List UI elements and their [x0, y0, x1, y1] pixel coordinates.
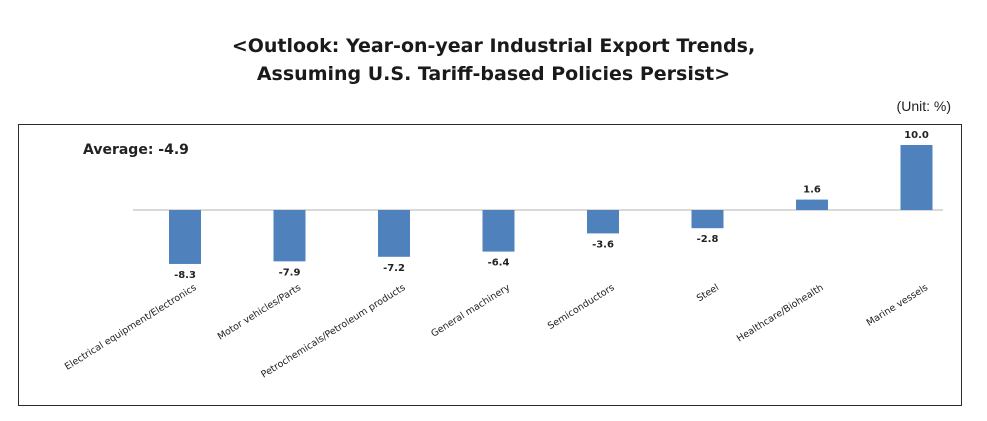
data-label: 10.0: [904, 130, 929, 141]
chart-frame: [18, 124, 962, 406]
data-label: -3.6: [592, 239, 614, 250]
bar: [273, 210, 306, 262]
bar: [691, 210, 724, 229]
bar: [587, 210, 619, 234]
category-label: Steel: [695, 282, 721, 304]
chart-title-line-1: <Outlook: Year-on-year Industrial Export…: [231, 35, 756, 57]
data-label: -6.4: [488, 258, 510, 269]
bar: [482, 210, 515, 252]
bar: [378, 210, 410, 257]
bar: [169, 210, 201, 264]
category-label: Marine vessels: [865, 282, 930, 329]
data-label: -8.3: [174, 270, 196, 281]
category-label: General machinery: [429, 282, 512, 340]
category-label: Motor vehicles/Parts: [216, 282, 303, 342]
data-label: -7.2: [383, 263, 405, 274]
chart-title-line-2: Assuming U.S. Tariff-based Policies Pers…: [256, 63, 731, 85]
unit-label: (Unit: %): [896, 98, 951, 114]
bar: [796, 199, 828, 210]
category-label: Semiconductors: [546, 282, 617, 332]
bar: [900, 145, 933, 210]
data-label: -2.8: [697, 234, 719, 245]
data-label: -7.9: [279, 267, 301, 278]
data-label: 1.6: [803, 185, 821, 196]
average-annotation: Average: -4.9: [83, 142, 189, 158]
category-label: Electrical equipment/Electronics: [63, 282, 199, 372]
category-label: Healthcare/Biohealth: [735, 282, 826, 344]
